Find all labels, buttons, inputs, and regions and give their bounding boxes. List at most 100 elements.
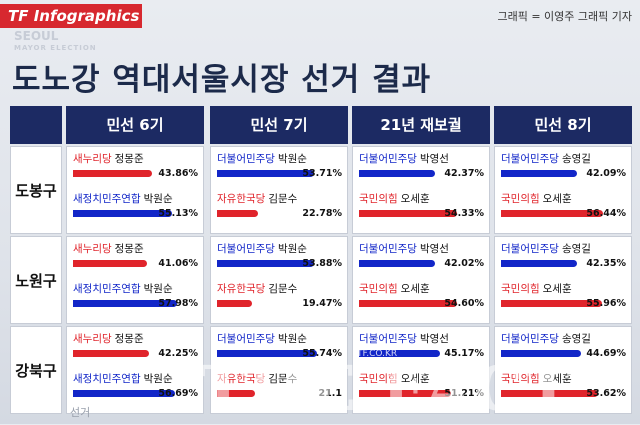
party-name: 새정치민주연합	[73, 193, 141, 205]
column-header: 민선 6기	[66, 106, 204, 144]
vote-percent: 42.25%	[158, 348, 198, 359]
candidate-label: 더불어민주당 박영선	[359, 331, 449, 346]
candidate-name: 박원순	[277, 153, 307, 165]
candidate-label: 자유한국당 김문수	[217, 281, 297, 296]
vote-percent: 42.37%	[444, 168, 484, 179]
candidate-name: 오세훈	[400, 283, 430, 295]
candidate-label: 자유한국당 김문수	[217, 191, 297, 206]
candidate-name: 박영선	[419, 243, 449, 255]
candidate-name: 오세훈	[542, 283, 572, 295]
row-label: 도봉구	[10, 146, 62, 234]
candidate-label: 국민의힘 오세훈	[359, 281, 430, 296]
vote-bar	[501, 210, 603, 217]
vote-percent: 55.74%	[302, 348, 342, 359]
party-name: 새정치민주연합	[73, 283, 141, 295]
candidate-name: 박원순	[143, 283, 173, 295]
party-name: 국민의힘	[501, 373, 540, 385]
infographic-badge: TF Infographics	[0, 4, 142, 28]
candidate-label: 국민의힘 오세훈	[501, 371, 572, 386]
candidate-label: 더불어민주당 박원순	[217, 241, 307, 256]
vote-percent: 55.13%	[158, 208, 198, 219]
result-cell: 더불어민주당 박영선 45.17% 국민의힘 오세훈 51.21%	[352, 326, 490, 414]
party-name: 국민의힘	[359, 193, 398, 205]
vote-percent: 19.47%	[302, 298, 342, 309]
page-title: 도노강 역대서울시장 선거 결과	[12, 62, 432, 98]
vote-percent: 56.69%	[158, 388, 198, 399]
top-bar: TF Infographics 그래픽 = 이영주 그래픽 기자	[0, 0, 640, 32]
column-header: 민선 8기	[494, 106, 632, 144]
candidate-name: 송영길	[561, 153, 591, 165]
vote-bar	[359, 390, 451, 397]
candidate-label: 국민의힘 오세훈	[359, 191, 430, 206]
candidate-label: 자유한국당 김문수	[217, 371, 297, 386]
party-name: 자유한국당	[217, 373, 266, 385]
party-name: 새정치민주연합	[73, 373, 141, 385]
background-seoul-main: SEOUL	[14, 29, 59, 43]
candidate-name: 김문수	[268, 193, 298, 205]
candidate-label: 새누리당 정몽준	[73, 241, 144, 256]
candidate-name: 박영선	[419, 333, 449, 345]
vote-bar	[217, 170, 314, 177]
row-label: 강북구	[10, 326, 62, 414]
column-header: 21년 재보궐	[352, 106, 490, 144]
candidate-label: 더불어민주당 송영길	[501, 151, 591, 166]
vote-bar	[73, 390, 175, 397]
candidate-label: 더불어민주당 박원순	[217, 151, 307, 166]
party-name: 더불어민주당	[217, 333, 275, 345]
row-label: 노원구	[10, 236, 62, 324]
result-cell: 더불어민주당 송영길 42.09% 국민의힘 오세훈 56.44%	[494, 146, 632, 234]
party-name: 자유한국당	[217, 193, 266, 205]
vote-bar	[217, 260, 314, 267]
party-name: 국민의힘	[501, 193, 540, 205]
candidate-label: 국민의힘 오세훈	[501, 281, 572, 296]
result-cell: 더불어민주당 박원순 53.88% 자유한국당 김문수 19.47%	[210, 236, 348, 324]
party-name: 국민의힘	[359, 283, 398, 295]
vote-percent: 41.06%	[158, 258, 198, 269]
vote-bar	[359, 350, 440, 357]
vote-bar	[359, 210, 457, 217]
vote-percent: 21.1	[318, 388, 342, 399]
party-name: 국민의힘	[359, 373, 398, 385]
result-cell: 더불어민주당 박영선 42.37% 국민의힘 오세훈 54.33%	[352, 146, 490, 234]
vote-percent: 22.78%	[302, 208, 342, 219]
result-cell: 새누리당 정몽준 41.06% 새정치민주연합 박원순 57.98%	[66, 236, 204, 324]
graphic-credit: 그래픽 = 이영주 그래픽 기자	[497, 10, 632, 23]
result-cell: 더불어민주당 박원순 53.71% 자유한국당 김문수 22.78%	[210, 146, 348, 234]
background-seoul-text: SEOUL MAYOR ELECTION	[14, 30, 97, 54]
candidate-name: 박원순	[143, 193, 173, 205]
header-corner	[10, 106, 62, 144]
vote-bar	[359, 260, 435, 267]
vote-bar	[73, 170, 152, 177]
vote-bar	[501, 350, 581, 357]
candidate-name: 정몽준	[114, 333, 144, 345]
party-name: 새누리당	[73, 333, 112, 345]
result-cell: 새누리당 정몽준 42.25% 새정치민주연합 박원순 56.69%	[66, 326, 204, 414]
candidate-label: 새누리당 정몽준	[73, 331, 144, 346]
watermark-url: TF.CO.KR	[357, 349, 398, 359]
party-name: 더불어민주당	[217, 243, 275, 255]
vote-percent: 54.60%	[444, 298, 484, 309]
party-name: 더불어민주당	[359, 333, 417, 345]
background-bottom-text: 선거	[70, 406, 91, 419]
party-name: 더불어민주당	[501, 243, 559, 255]
result-cell: 더불어민주당 송영길 44.69% 국민의힘 오세훈 53.62%	[494, 326, 632, 414]
background-seoul-sub: MAYOR ELECTION	[14, 44, 97, 52]
vote-bar	[73, 210, 172, 217]
vote-percent: 57.98%	[158, 298, 198, 309]
candidate-label: 국민의힘 오세훈	[359, 371, 430, 386]
party-name: 새누리당	[73, 153, 112, 165]
vote-bar	[217, 210, 258, 217]
candidate-label: 국민의힘 오세훈	[501, 191, 572, 206]
party-name: 자유한국당	[217, 283, 266, 295]
vote-bar	[217, 350, 317, 357]
result-cell: 더불어민주당 박원순 55.74% 자유한국당 김문수 21.1	[210, 326, 348, 414]
candidate-name: 오세훈	[400, 193, 430, 205]
vote-percent: 53.62%	[586, 388, 626, 399]
vote-percent: 54.33%	[444, 208, 484, 219]
candidate-label: 새정치민주연합 박원순	[73, 281, 173, 296]
vote-bar	[501, 300, 602, 307]
candidate-name: 김문수	[268, 283, 298, 295]
candidate-name: 송영길	[561, 243, 591, 255]
candidate-name: 정몽준	[114, 153, 144, 165]
candidate-label: 더불어민주당 박원순	[217, 331, 307, 346]
